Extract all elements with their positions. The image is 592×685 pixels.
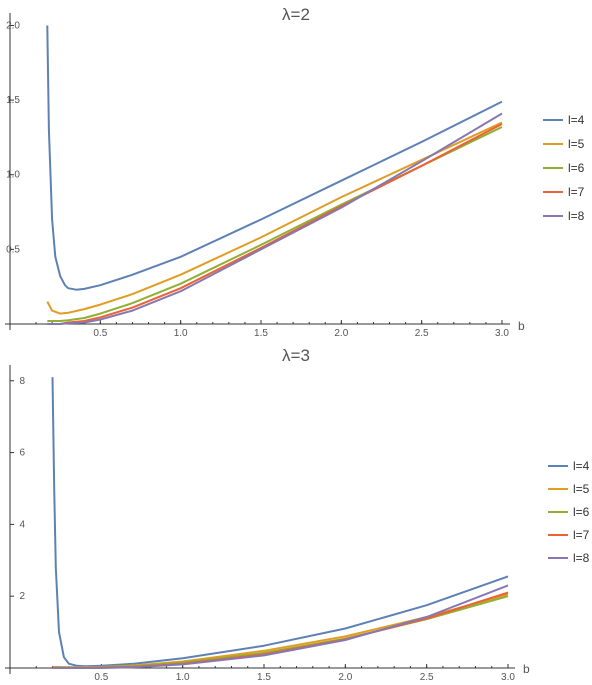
- legend-label: l=6: [568, 161, 585, 175]
- series-line-l=5: [52, 593, 509, 669]
- legend-label: l=5: [568, 137, 585, 151]
- series-line-l=8: [47, 112, 503, 325]
- y-tick-label: 1.0: [6, 170, 20, 181]
- series-line-l=8: [52, 584, 509, 669]
- y-tick-label: 1.5: [6, 95, 20, 106]
- x-tick-label: 0.5: [93, 328, 107, 339]
- series-line-l=6: [52, 595, 509, 669]
- x-tick-label: 2.5: [415, 328, 429, 339]
- x-tick-label: 1.5: [257, 672, 271, 683]
- chart-title: λ=2: [282, 5, 310, 24]
- y-tick-label: 4: [19, 519, 25, 530]
- x-tick-label: 3.0: [501, 672, 515, 683]
- series-line-l=4: [46, 25, 503, 291]
- series-line-l=6: [47, 126, 503, 322]
- legend-label: l=7: [573, 528, 590, 542]
- y-tick-label: 2: [19, 591, 25, 602]
- x-tick-label: 3.0: [495, 328, 509, 339]
- x-tick-label: 1.0: [174, 328, 188, 339]
- legend-label: l=4: [573, 459, 590, 473]
- x-tick-label: 0.5: [94, 672, 108, 683]
- x-tick-label: 1.5: [254, 328, 268, 339]
- legend-label: l=5: [573, 482, 590, 496]
- chart-title: λ=3: [282, 346, 310, 365]
- chart-lambda-2: λ=2 b 0.5 1.0 1.5 2.0 2.5 3.0 0.5 1.0 1.5 2.0 l=4 l=5…: [5, 5, 585, 339]
- x-axis-label: b: [518, 319, 525, 333]
- y-tick-label: 8: [19, 376, 25, 387]
- chart-lambda-3: λ=3 b 0.5 1.0 1.5 2.0 2.5 3.0 2 4 6 8 l=4 l=5 l=6 l=7 l=…: [5, 346, 590, 683]
- series-line-l=4: [51, 377, 509, 668]
- legend-label: l=7: [568, 185, 585, 199]
- legend-label: l=8: [573, 551, 590, 565]
- legend-label: l=4: [568, 113, 585, 127]
- x-axis-label: b: [523, 662, 530, 676]
- x-tick-label: 2.0: [338, 672, 352, 683]
- y-tick-label: 0.5: [6, 244, 20, 255]
- x-tick-label: 1.0: [176, 672, 190, 683]
- y-tick-label: 2.0: [6, 20, 20, 31]
- legend-label: l=8: [568, 209, 585, 223]
- x-tick-label: 2.0: [334, 328, 348, 339]
- legend-label: l=6: [573, 505, 590, 519]
- series-line-l=5: [46, 121, 503, 315]
- x-tick-label: 2.5: [420, 672, 434, 683]
- series-line-l=7: [52, 591, 509, 669]
- y-tick-label: 6: [19, 448, 25, 459]
